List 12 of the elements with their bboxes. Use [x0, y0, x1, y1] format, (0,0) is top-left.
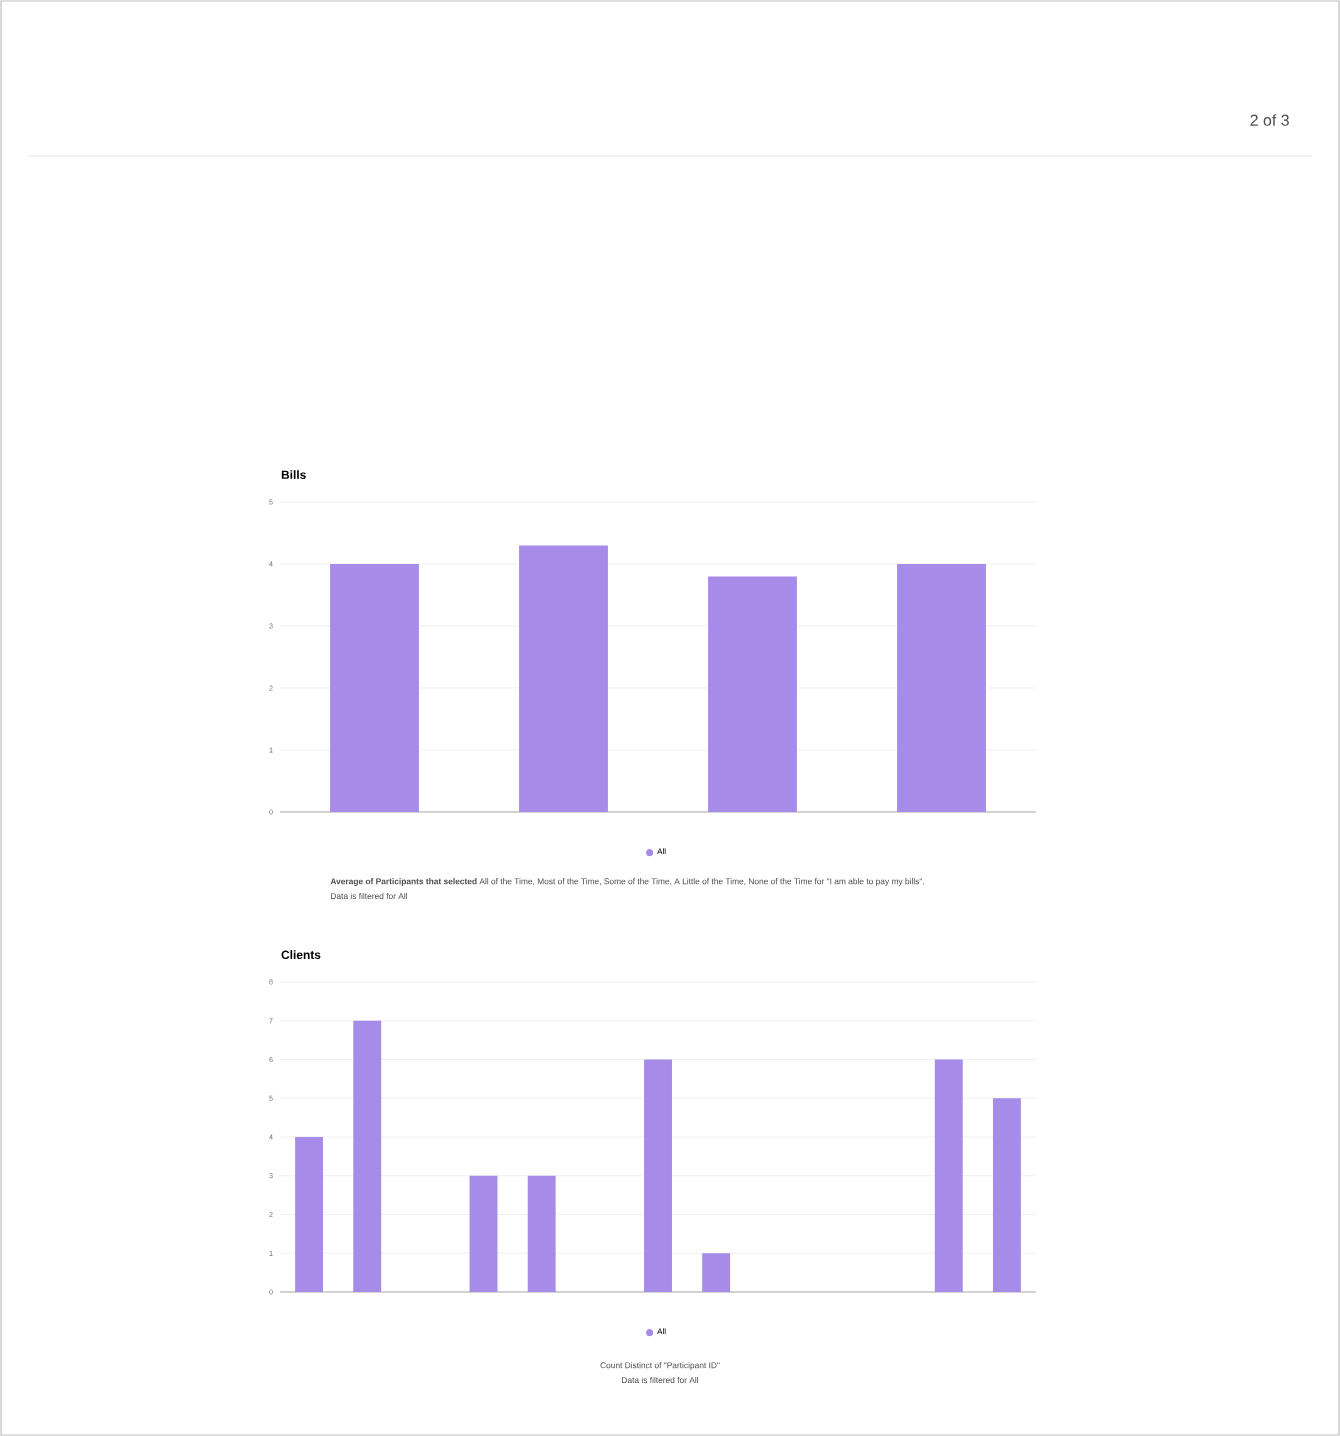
bar: [934, 1059, 963, 1292]
bar: [469, 1175, 498, 1292]
bar: [527, 1175, 556, 1292]
bar: [330, 563, 419, 812]
bar: [708, 576, 797, 812]
bar: [353, 1020, 382, 1292]
bar: [519, 545, 608, 812]
bar: [295, 1136, 324, 1292]
bar: [644, 1059, 672, 1292]
bar: [992, 1098, 1021, 1292]
bar: [702, 1253, 731, 1292]
bar: [897, 563, 986, 812]
